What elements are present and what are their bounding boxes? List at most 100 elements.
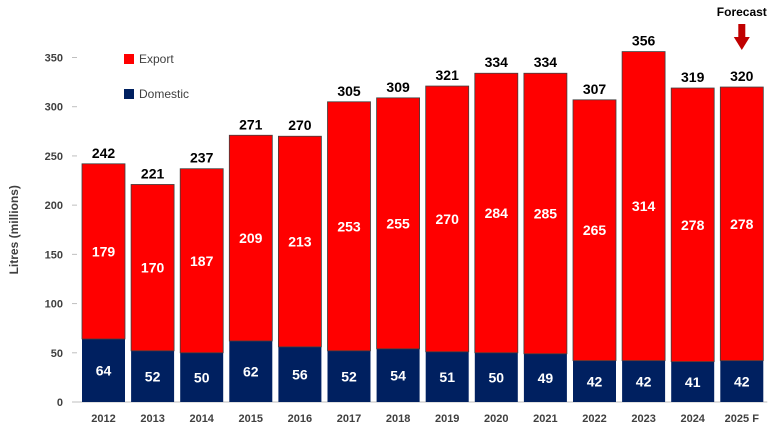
- data-label-export: 255: [386, 215, 410, 231]
- bar-export: [425, 85, 470, 353]
- bar-export: [130, 184, 175, 352]
- data-label-total: 321: [436, 67, 460, 83]
- data-label-domestic: 64: [96, 363, 112, 379]
- data-label-export: 209: [239, 230, 263, 246]
- data-label-domestic: 56: [292, 366, 308, 382]
- bar-domestic: [573, 360, 616, 402]
- data-label-export: 187: [190, 253, 214, 269]
- data-label-domestic: 42: [734, 373, 750, 389]
- data-label-export: 278: [730, 216, 754, 232]
- data-label-domestic: 49: [538, 370, 554, 386]
- data-label-total: 320: [730, 68, 754, 84]
- data-label-export: 265: [583, 222, 607, 238]
- x-tick-label: 2022: [582, 413, 606, 425]
- bar-export: [81, 163, 126, 340]
- bar-domestic: [82, 339, 125, 402]
- data-label-export: 179: [92, 243, 116, 259]
- data-label-export: 314: [632, 198, 656, 214]
- data-label-total: 356: [632, 33, 656, 49]
- y-tick-label: 100: [45, 299, 63, 311]
- data-label-domestic: 50: [194, 369, 210, 385]
- data-label-total: 309: [386, 79, 410, 95]
- y-tick-label: 350: [45, 53, 63, 65]
- data-label-export: 284: [485, 205, 509, 221]
- data-label-domestic: 51: [439, 369, 455, 385]
- data-label-domestic: 62: [243, 363, 259, 379]
- bar-export: [621, 51, 666, 362]
- bar-export: [572, 99, 617, 362]
- bar-export: [179, 168, 224, 354]
- x-tick-label: 2017: [337, 413, 361, 425]
- bar-domestic: [671, 361, 715, 402]
- forecast-label: Forecast: [717, 5, 767, 19]
- bar-domestic: [180, 352, 224, 402]
- data-label-domestic: 52: [145, 368, 161, 384]
- x-tick-label: 2021: [533, 413, 557, 425]
- y-tick-label: 50: [51, 348, 63, 360]
- y-tick-label: 0: [57, 397, 63, 409]
- bar-export: [327, 101, 371, 352]
- labels-layer: 64 179 242 2012 52 170 221 2013 50 187 237 2014 62 20…: [91, 33, 759, 425]
- legend-label: Domestic: [139, 87, 189, 101]
- bar-export: [670, 87, 715, 363]
- data-label-domestic: 54: [390, 367, 406, 383]
- data-label-total: 334: [534, 54, 558, 70]
- data-label-domestic: 41: [685, 374, 701, 390]
- data-label-domestic: 42: [587, 373, 603, 389]
- bar-export: [474, 72, 519, 354]
- x-tick-label: 2023: [631, 413, 655, 425]
- bar-export: [719, 86, 764, 362]
- legend-swatch: [124, 89, 134, 99]
- data-label-total: 305: [337, 83, 361, 99]
- legend-label: Export: [139, 52, 174, 66]
- bar-domestic: [425, 351, 469, 402]
- forecast-arrow-shaft: [738, 24, 746, 38]
- x-tick-label: 2013: [140, 413, 164, 425]
- bar-export: [523, 72, 568, 355]
- y-tick-label: 300: [45, 102, 63, 114]
- data-label-export: 270: [436, 211, 460, 227]
- x-tick-label: 2018: [386, 413, 410, 425]
- data-label-total: 271: [239, 116, 263, 132]
- bar-domestic: [622, 360, 666, 402]
- bar-domestic: [327, 350, 371, 402]
- data-label-total: 237: [190, 150, 214, 166]
- bars-layer: [81, 51, 764, 402]
- data-label-export: 285: [534, 206, 558, 222]
- y-axis-title: Litres (millions): [7, 185, 21, 274]
- data-label-export: 213: [288, 234, 312, 250]
- forecast-annotation: Forecast: [717, 5, 767, 50]
- x-tick-label: 2015: [239, 413, 263, 425]
- bar-domestic: [278, 346, 322, 402]
- x-tick-label: 2020: [484, 413, 508, 425]
- data-label-total: 221: [141, 165, 165, 181]
- data-label-export: 253: [337, 218, 361, 234]
- y-tick-label: 250: [45, 151, 63, 163]
- data-label-export: 170: [141, 260, 165, 276]
- x-tick-label: 2012: [91, 413, 115, 425]
- data-label-domestic: 42: [636, 373, 652, 389]
- forecast-arrow-icon: [733, 37, 750, 50]
- data-label-total: 319: [681, 69, 705, 85]
- data-label-total: 242: [92, 145, 116, 161]
- data-label-total: 334: [485, 54, 509, 70]
- bar-domestic: [474, 352, 518, 402]
- y-tick-label: 150: [45, 249, 63, 261]
- data-label-export: 278: [681, 217, 705, 233]
- bar-export: [376, 97, 421, 350]
- bar-export: [228, 134, 273, 342]
- data-label-domestic: 52: [341, 368, 357, 384]
- x-tick-label: 2019: [435, 413, 459, 425]
- legend: Export Domestic: [124, 52, 189, 101]
- data-label-total: 270: [288, 117, 312, 133]
- bar-domestic: [720, 360, 764, 402]
- y-tick-label: 200: [45, 200, 63, 212]
- data-label-domestic: 50: [489, 369, 505, 385]
- legend-swatch: [124, 54, 134, 64]
- bar-export: [277, 135, 322, 348]
- x-tick-label: 2025 F: [725, 413, 760, 425]
- x-tick-label: 2016: [288, 413, 312, 425]
- bar-domestic: [523, 353, 567, 402]
